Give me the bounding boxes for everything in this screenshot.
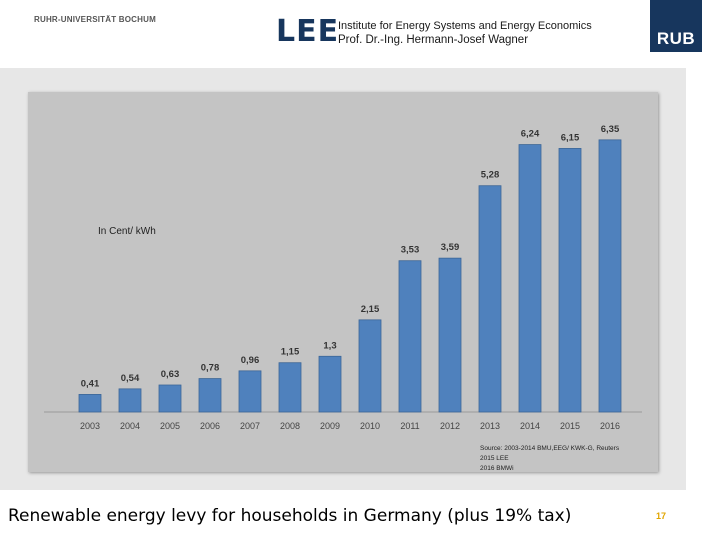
lee-logo: LEE xyxy=(276,14,340,49)
bar-2004 xyxy=(118,388,142,413)
bar-2007 xyxy=(238,370,262,413)
x-tick-2004: 2004 xyxy=(120,421,140,431)
bar-2010 xyxy=(358,319,382,413)
levy-bar-chart: 0,41 0,54 0,63 0,78 0,96 1,15 1,3 2,15 3,53 3,59 5… xyxy=(44,124,642,472)
value-label-2011: 3,53 xyxy=(401,245,420,256)
value-label-2008: 1,15 xyxy=(281,347,300,358)
bar-2014 xyxy=(518,144,542,413)
value-label-2012: 3,59 xyxy=(441,242,460,253)
bar-2005 xyxy=(158,384,182,413)
x-tick-2015: 2015 xyxy=(560,421,580,431)
slide-header: RUHR-UNIVERSITÄT BOCHUM LEE Institute fo… xyxy=(0,0,720,68)
value-label-2006: 0,78 xyxy=(201,363,220,374)
x-tick-2007: 2007 xyxy=(240,421,260,431)
value-label-2005: 0,63 xyxy=(161,369,180,380)
x-tick-2006: 2006 xyxy=(200,421,220,431)
bar-2011 xyxy=(398,260,422,413)
value-label-2015: 6,15 xyxy=(561,132,580,143)
x-tick-2005: 2005 xyxy=(160,421,180,431)
value-label-2013: 5,28 xyxy=(481,170,500,181)
page-number: 17 xyxy=(656,511,667,521)
bar-2013 xyxy=(478,185,502,413)
x-tick-2016: 2016 xyxy=(600,421,620,431)
bar-2009 xyxy=(318,355,342,413)
university-name: RUHR-UNIVERSITÄT BOCHUM xyxy=(34,15,156,24)
x-tick-2011: 2011 xyxy=(400,421,419,431)
value-label-2007: 0,96 xyxy=(241,355,260,366)
x-tick-2013: 2013 xyxy=(480,421,500,431)
value-label-2003: 0,41 xyxy=(81,378,100,389)
rub-logo-text: RUB xyxy=(656,29,696,48)
x-tick-2014: 2014 xyxy=(520,421,540,431)
bar-2015 xyxy=(558,148,582,413)
unit-label: In Cent/ kWh xyxy=(98,226,156,237)
value-label-2010: 2,15 xyxy=(361,304,380,315)
institute-title: Institute for Energy Systems and Energy … xyxy=(338,20,592,32)
rub-logo: RUB xyxy=(650,0,702,52)
value-label-2016: 6,35 xyxy=(601,124,620,135)
source-line-2: 2015 LEE xyxy=(480,455,509,462)
x-tick-2010: 2010 xyxy=(360,421,380,431)
chart-frame: 0,41 0,54 0,63 0,78 0,96 1,15 1,3 2,15 3,53 3,59 5… xyxy=(28,92,658,472)
value-label-2014: 6,24 xyxy=(521,129,540,140)
bar-2012 xyxy=(438,257,462,413)
value-label-2004: 0,54 xyxy=(121,373,140,384)
value-label-2009: 1,3 xyxy=(323,340,336,351)
x-tick-2009: 2009 xyxy=(320,421,340,431)
bar-2003 xyxy=(78,394,102,413)
x-tick-2012: 2012 xyxy=(440,421,460,431)
bar-2006 xyxy=(198,378,222,413)
bar-2008 xyxy=(278,362,302,413)
slide-caption: Renewable energy levy for households in … xyxy=(8,506,572,526)
source-line-1: Source: 2003-2014 BMU,EEG/ KWK-G, Reuter… xyxy=(480,445,620,452)
x-tick-2008: 2008 xyxy=(280,421,300,431)
source-line-3: 2016 BMWi xyxy=(480,465,514,472)
bar-2016 xyxy=(598,139,622,413)
x-tick-2003: 2003 xyxy=(80,421,100,431)
professor-name: Prof. Dr.-Ing. Hermann-Josef Wagner xyxy=(338,34,529,46)
